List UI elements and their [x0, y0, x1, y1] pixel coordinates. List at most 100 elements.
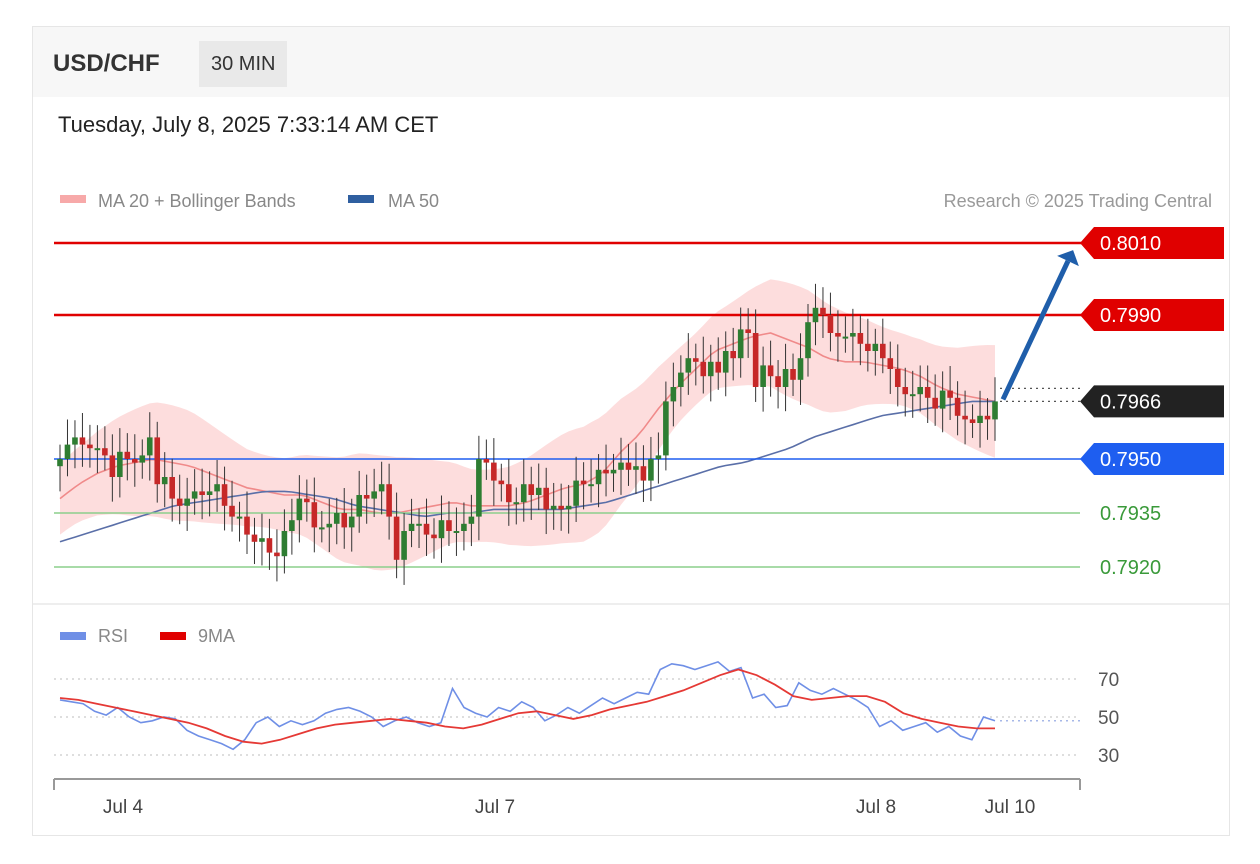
candle-body-down	[827, 315, 834, 333]
candle	[805, 304, 811, 377]
candle-body-up	[416, 523, 422, 526]
candle	[887, 341, 894, 394]
candle-body-down	[700, 361, 707, 377]
resistance-tag	[1080, 299, 1224, 331]
candle-body-down	[902, 387, 909, 395]
candle-body-down	[820, 307, 826, 315]
chart-datetime: Tuesday, July 8, 2025 7:33:14 AM CET	[58, 112, 439, 137]
candle-body-down	[274, 552, 280, 557]
support-value: 0.7950	[1100, 449, 1161, 471]
candle	[857, 315, 864, 366]
candle	[468, 494, 475, 547]
candle-body-down	[932, 397, 938, 409]
rsi-ma-legend-swatch	[160, 632, 186, 640]
candle	[707, 344, 714, 402]
candle-body-down	[251, 534, 258, 542]
ma50-legend-swatch	[348, 195, 374, 203]
resistance-tag	[1080, 227, 1224, 259]
candle-body-up	[707, 361, 714, 377]
candle-body-up	[356, 495, 362, 517]
candle	[850, 308, 856, 361]
candle	[954, 381, 961, 436]
rsi-line	[59, 661, 996, 751]
candle-body-down	[894, 369, 901, 387]
symbol-title: USD/CHF	[53, 50, 160, 77]
candle-body-up	[94, 448, 101, 451]
candle-body-up	[977, 415, 983, 423]
candle	[640, 445, 647, 502]
candle	[767, 340, 774, 397]
candle-body-down	[745, 329, 751, 333]
candle-body-up	[992, 401, 998, 420]
candle-body-up	[184, 498, 190, 506]
candle	[872, 328, 879, 376]
candle	[431, 518, 437, 559]
candle	[588, 459, 594, 503]
candle-body-down	[124, 451, 131, 459]
candle	[603, 444, 609, 497]
candle	[79, 413, 86, 467]
candle	[117, 428, 123, 498]
candle-body-up	[737, 329, 744, 359]
candle-body-up	[760, 365, 766, 387]
candle-body-down	[79, 437, 86, 445]
candle	[513, 487, 520, 525]
candle	[356, 470, 362, 533]
candle-body-down	[543, 487, 549, 510]
candle	[498, 463, 505, 502]
candle	[244, 491, 250, 555]
candle	[939, 371, 946, 433]
candle	[423, 498, 430, 556]
interval-badge[interactable]: 30 MIN	[199, 41, 288, 87]
candle-body-down	[984, 415, 991, 420]
candle-body-up	[610, 469, 617, 474]
candle-body-down	[266, 538, 273, 553]
candle-body-down	[775, 376, 781, 387]
bollinger-bands	[60, 279, 995, 571]
candle	[752, 309, 759, 402]
candle-body-up	[917, 387, 923, 395]
candle-body-down	[341, 513, 348, 528]
candle	[102, 426, 108, 471]
rsi-lines	[59, 661, 1080, 751]
candle-body-up	[513, 502, 520, 505]
candle	[333, 497, 340, 545]
candle	[880, 318, 886, 374]
candle	[678, 355, 684, 407]
candle	[535, 463, 542, 510]
candle-body-up	[909, 394, 916, 397]
candle-body-up	[618, 462, 624, 470]
candle-body-down	[446, 520, 452, 531]
candle	[924, 365, 931, 423]
candle	[94, 425, 101, 474]
candle-body-up	[782, 369, 789, 387]
target-arrow-head	[1057, 250, 1079, 267]
candle	[775, 360, 781, 409]
candle-body-up	[722, 351, 729, 373]
rsi-ma-line	[59, 668, 995, 745]
candle	[408, 498, 415, 548]
candle-body-up	[461, 523, 467, 531]
candle-body-down	[229, 505, 235, 517]
candle	[206, 471, 213, 517]
candle	[565, 484, 572, 534]
candle	[199, 468, 205, 520]
ma50-legend-label: MA 50	[388, 191, 439, 211]
candle-body-down	[947, 390, 953, 398]
candle	[670, 362, 677, 427]
last-price-tag	[1080, 385, 1224, 418]
candle	[289, 498, 295, 555]
candle	[229, 480, 235, 532]
candle-body-up	[655, 455, 662, 459]
ma20-legend-label: MA 20 + Bollinger Bands	[98, 191, 296, 211]
candle	[236, 501, 243, 542]
target-arrow-shaft	[1000, 259, 1071, 401]
candle-body-up	[550, 505, 557, 510]
candle	[87, 424, 93, 468]
candle-body-up	[520, 484, 527, 503]
candle-body-down	[954, 397, 961, 416]
candle-body-up	[139, 455, 146, 463]
candle-body-down	[506, 484, 512, 503]
candle	[842, 316, 849, 353]
